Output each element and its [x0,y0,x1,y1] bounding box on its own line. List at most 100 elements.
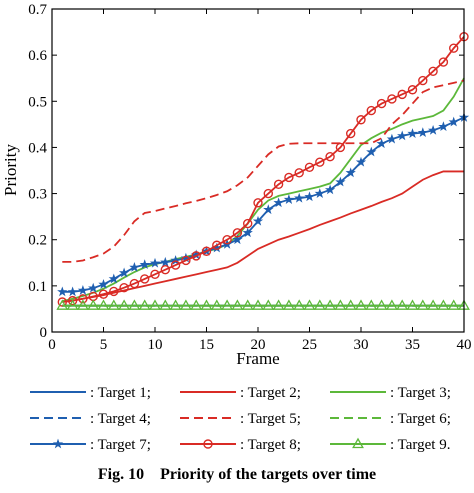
series-5 [62,79,465,263]
data-point [232,234,243,245]
data-point [170,260,181,270]
y-tick-label: 0.2 [28,233,47,249]
data-point [221,299,234,310]
data-point [304,162,315,172]
data-point [313,299,326,310]
data-point [407,85,418,95]
data-point [88,282,99,293]
x-tick-label: 25 [302,337,317,353]
data-point [76,299,89,310]
data-point [272,299,285,310]
data-point [375,299,388,310]
data-point [200,299,213,310]
data-point [356,115,366,125]
data-point [57,286,68,297]
data-point [438,121,449,132]
y-tick-label: 0 [40,325,48,341]
data-point [160,256,171,267]
legend-label: : Target 8; [240,437,301,453]
legend-label: : Target 2; [240,385,301,401]
y-tick-label: 0.4 [28,140,47,156]
data-point [355,156,367,167]
data-point [397,130,408,141]
y-tick-label: 0.1 [28,279,47,295]
data-point [67,295,78,306]
legend-label: : Target 5; [240,411,301,427]
data-point [387,94,397,104]
y-tick-label: 0.6 [28,48,47,64]
data-point [149,257,161,268]
data-point [241,299,254,310]
data-point [386,133,398,144]
legend-marker [352,437,364,449]
data-point [325,151,335,162]
data-point [56,299,69,310]
data-point [191,251,201,261]
data-point [139,274,150,284]
data-point [108,273,119,284]
series-line [62,36,465,303]
data-point [150,269,160,280]
legend: : Target 1;: Target 2;: Target 3;: Targe… [30,385,451,453]
legend-item-6: : Target 6; [330,411,451,427]
data-point [365,299,378,310]
data-point [222,235,232,245]
data-point [335,176,346,187]
data-point [324,184,336,195]
data-point [346,128,356,139]
legend-item-5: : Target 5; [180,411,301,427]
data-point [294,168,304,178]
x-tick-label: 15 [199,337,214,353]
legend-item-3: : Target 3; [330,385,451,401]
data-point [416,299,429,310]
data-point [263,188,273,199]
data-point [283,194,295,204]
data-point [355,299,367,310]
data-point [315,157,325,167]
series-8 [57,31,469,307]
x-tick-label: 10 [148,337,163,353]
data-point [427,124,439,135]
legend-label: : Target 4; [90,411,151,427]
data-point [181,255,191,266]
y-axis-title: Priority [1,144,20,196]
legend-item-9: : Target 9. [330,437,450,453]
data-point [334,299,347,310]
data-point [78,294,88,304]
legend-item-2: : Target 2; [180,385,301,401]
legend-marker [52,438,64,449]
data-point [376,98,387,109]
data-point [418,75,428,86]
data-point [210,299,223,310]
data-point [293,299,306,310]
data-point [98,279,109,289]
data-point [118,267,130,278]
data-point [107,299,120,310]
data-point [449,43,459,53]
data-point [417,127,428,138]
data-point [366,146,377,157]
data-point [303,299,316,310]
data-point [139,259,150,270]
series-2 [62,170,464,303]
data-point [242,227,253,238]
data-point [160,265,171,275]
legend-label: : Target 6; [390,411,451,427]
data-point [149,299,161,310]
data-point [66,299,79,310]
x-tick-label: 30 [354,337,369,353]
data-point [118,299,131,310]
data-point [397,89,407,100]
data-point [253,198,263,208]
caption-text: Priority of the targets over time [160,466,377,483]
data-point [284,172,294,183]
x-tick-label: 20 [251,337,266,353]
x-tick-label: 35 [405,337,420,353]
data-point [438,57,449,67]
legend-label: : Target 9. [390,437,450,453]
data-point [345,167,356,178]
data-point [273,179,284,190]
data-point [67,286,78,297]
figure-caption: Fig. 10 Priority of the targets over tim… [0,466,474,484]
data-point [87,299,100,310]
